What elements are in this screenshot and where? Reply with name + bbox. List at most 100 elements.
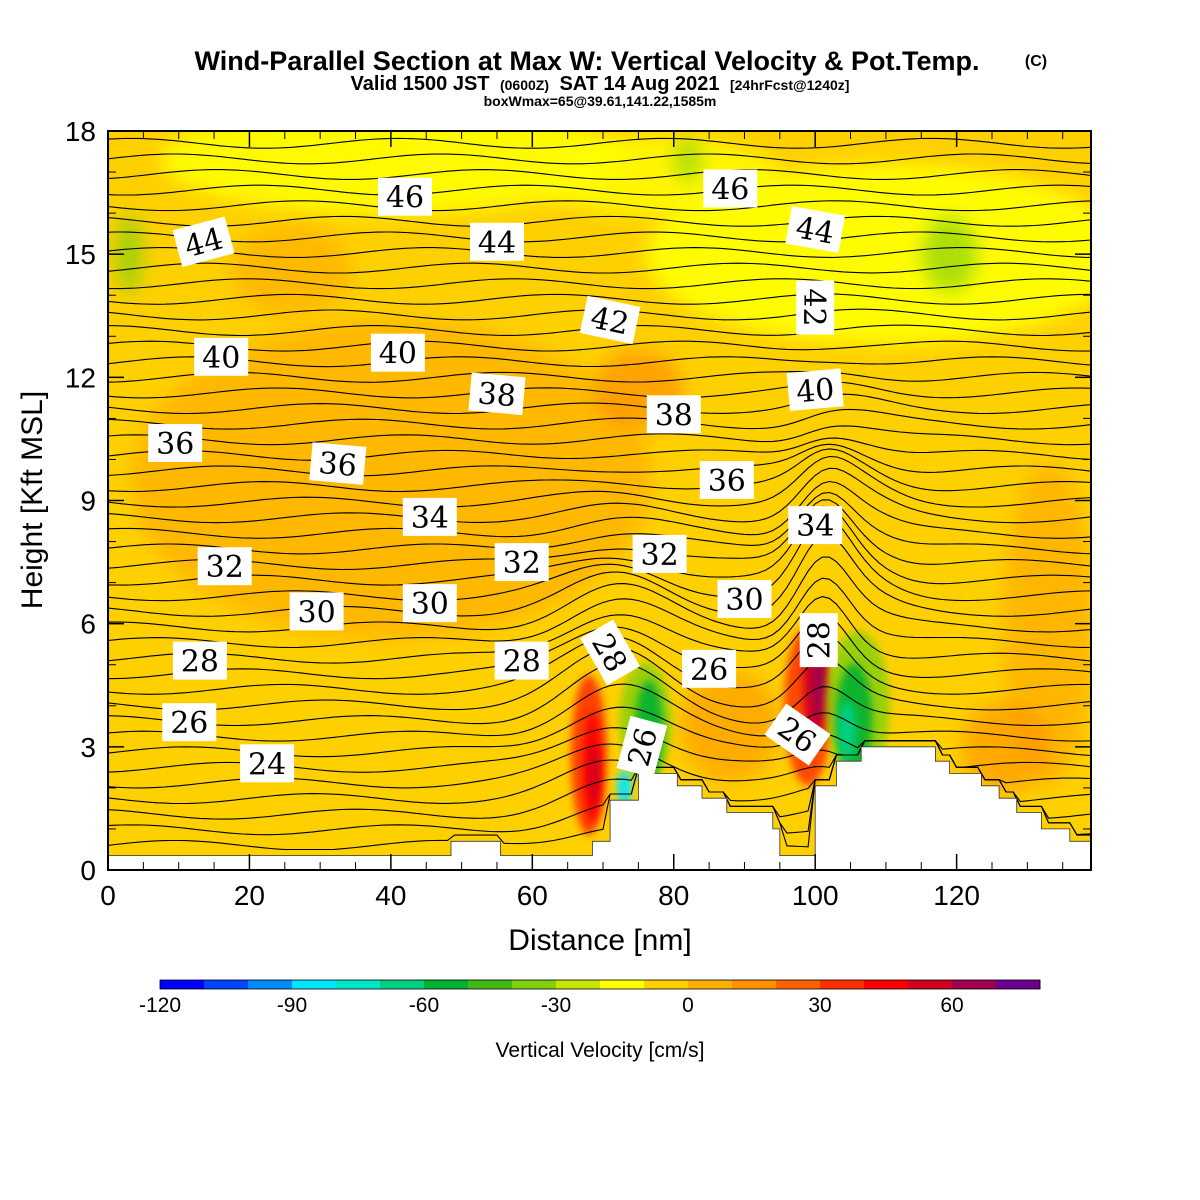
- valid-line: Valid 1500 JST (0600Z) SAT 14 Aug 2021 […: [351, 73, 850, 95]
- y-axis-title: Height [Kft MSL]: [16, 391, 49, 609]
- isentrope-line: [108, 278, 1091, 290]
- isentrope-line: [108, 215, 1091, 227]
- contour-label-text: 30: [411, 587, 449, 622]
- contour-label-text: 42: [796, 288, 831, 326]
- x-axis-title: Distance [nm]: [508, 924, 691, 957]
- contour-label-text: 30: [725, 583, 763, 618]
- colorbar-tick-label: 60: [940, 994, 963, 1017]
- colorbar-swatch: [160, 980, 205, 989]
- contour-labels: 46 46 44 44 44 42 42 40 40 40 38 38 36 36 36 34 34 32 32 32…: [148, 169, 846, 783]
- forecast-info: [24hrFcst@1240z]: [730, 77, 849, 93]
- contour-label-text: 24: [248, 747, 286, 782]
- isentrope-line: [108, 596, 1091, 664]
- x-tick-label: 80: [658, 880, 689, 911]
- contour-label-box: [646, 395, 701, 434]
- contour-label: 24: [240, 744, 295, 783]
- velocity-region: [673, 137, 702, 182]
- contour-label-box: [194, 337, 249, 376]
- contour-label: 46: [378, 177, 432, 216]
- contour-label-text: 46: [711, 173, 749, 208]
- contour-label-text: 26: [690, 653, 728, 688]
- contour-label-box: [616, 715, 668, 778]
- contour-label-text: 40: [202, 341, 240, 376]
- contour-label-box: [309, 442, 367, 485]
- contour-label-box: [717, 580, 772, 618]
- contour-label: 32: [632, 534, 687, 573]
- colorbar-frame: [159, 979, 1041, 990]
- contour-label-text: 34: [411, 501, 449, 536]
- x-tick-label: 100: [792, 880, 839, 911]
- y-tick-label: 0: [80, 855, 96, 886]
- contour-label-box: [162, 703, 217, 742]
- contour-label-box: [148, 424, 203, 462]
- contour-label-text: 44: [478, 226, 516, 261]
- contour-label-text: 32: [206, 550, 244, 585]
- isentrope-line: [108, 408, 1091, 430]
- x-tick-label: 60: [517, 880, 548, 911]
- contour-label-box: [468, 372, 526, 416]
- y-tick-label: 9: [80, 486, 96, 517]
- isentrope-line: [108, 200, 1091, 212]
- contour-label-text: 34: [796, 509, 834, 544]
- valid-time: Valid 1500 JST: [351, 73, 490, 95]
- contour-label: 46: [703, 169, 758, 208]
- velocity-region: [838, 700, 857, 761]
- velocity-region: [680, 671, 781, 782]
- y-tick-label: 18: [65, 116, 96, 147]
- contour-label: 42: [579, 295, 641, 345]
- contour-label-text: 38: [655, 398, 693, 433]
- box-info: boxWmax=65@39.61,141.22,1585m: [484, 93, 717, 109]
- colorbar-swatch: [688, 980, 733, 989]
- isentrope-line: [108, 443, 1091, 477]
- x-tick-label: 120: [933, 880, 980, 911]
- contour-label: 28: [172, 641, 227, 680]
- isentrope-line: [108, 247, 1091, 258]
- plot-area: 46 46 44 44 44 42 42 40 40 40 38 38 36 36 36 34 34 32 32 32…: [108, 131, 1091, 870]
- isentrope-line: [108, 184, 1091, 196]
- isentrope-line: [108, 293, 1091, 305]
- colorbar-swatch: [644, 980, 689, 989]
- copyright-mark: (C): [1025, 53, 1047, 70]
- colorbar-swatch: [424, 980, 469, 989]
- isentrope-line: [108, 683, 1091, 742]
- contour-label-box: [289, 592, 344, 631]
- colorbar: -120 -90 -60 -30 0 30 60: [139, 979, 1041, 1017]
- contour-label: 36: [148, 424, 203, 462]
- isentrope-line: [108, 393, 1091, 415]
- contour-label-box: [703, 169, 758, 208]
- colorbar-swatch: [204, 980, 249, 989]
- contour-label-text: 26: [170, 706, 208, 741]
- contour-label-text: 30: [298, 595, 336, 630]
- colorbar-tick-label: -90: [277, 994, 307, 1017]
- contour-label: 34: [788, 506, 843, 545]
- contour-label-text: 28: [503, 645, 541, 680]
- colorbar-swatch: [292, 980, 337, 989]
- contour-label-box: [240, 744, 295, 783]
- contour-label-box: [764, 703, 831, 766]
- contour-label: 40: [370, 333, 425, 372]
- isentrope-line: [108, 356, 1091, 368]
- isentrope-line: [108, 137, 1091, 149]
- colorbar-swatch: [512, 980, 557, 989]
- contour-label: 30: [289, 592, 344, 631]
- contour-label: 38: [646, 395, 701, 434]
- contour-label-box: [579, 295, 641, 345]
- contour-label-text: 44: [793, 210, 837, 251]
- contour-label-box: [494, 543, 549, 582]
- velocity-region: [115, 214, 144, 295]
- contour-label-text: 28: [803, 621, 838, 659]
- colorbar-swatch: [864, 980, 909, 989]
- contour-label-text: 36: [708, 464, 746, 499]
- contour-label-box: [378, 177, 432, 216]
- contour-label: 26: [682, 649, 737, 688]
- contour-label: 36: [699, 461, 754, 499]
- contour-label-text: 38: [476, 376, 517, 414]
- colorbar-tick-label: 0: [682, 994, 694, 1017]
- isentrope-line: [108, 437, 1091, 461]
- colorbar-swatch: [996, 980, 1041, 989]
- contour-label: 44: [470, 222, 524, 261]
- contour-label-box: [682, 649, 737, 688]
- contour-label-box: [494, 641, 549, 680]
